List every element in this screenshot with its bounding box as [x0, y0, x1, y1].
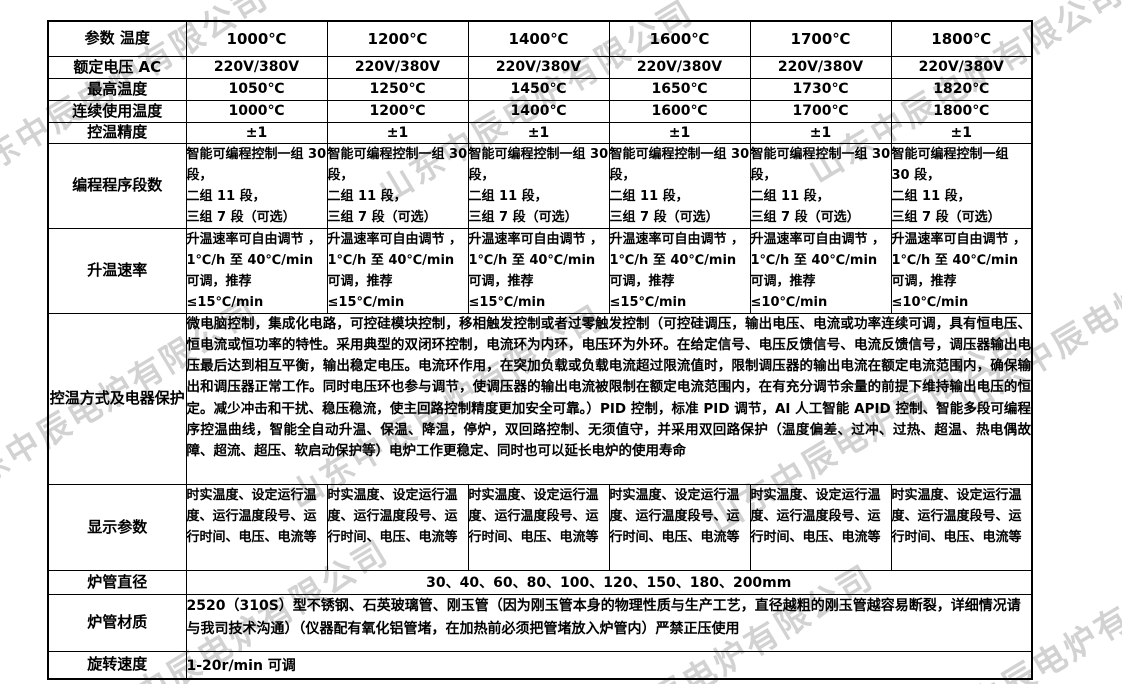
display-params-cell: 时实温度、设定运行温度、运行温度段号、运行时间、电压、电流等 — [608, 483, 751, 571]
control-protection-cell: 微电脑控制，集成化电路，可控硅模块控制，移相触发控制或者过零触发控制（可控硅调压… — [185, 312, 1033, 485]
heating-rate-cell: 升温速率可自由调节 ， 1℃/h 至 40℃/min 可调，推荐≤15℃/min — [185, 227, 328, 314]
row-label-max-temperature: 最高温度 — [47, 77, 187, 101]
heating-rate-cell: 升温速率可自由调节 ， 1℃/h 至 40℃/min 可调，推荐≤15℃/min — [326, 227, 469, 314]
voltage-cell: 220V/380V — [467, 55, 610, 79]
row-label-continuous-temperature: 连续使用温度 — [47, 99, 187, 123]
precision-cell: ±1 — [185, 121, 328, 144]
heating-rate-cell: 升温速率可自由调节 ， 1℃/h 至 40℃/min 可调，推荐≤15℃/min — [608, 227, 751, 314]
program-segments-cell: 智能可编程控制一组 30 段， 二组 11 段， 三组 7 段（可选） — [608, 142, 751, 229]
program-segments-cell: 智能可编程控制一组 30 段， 二组 11 段， 三组 7 段（可选） — [185, 142, 328, 229]
precision-cell: ±1 — [467, 121, 610, 144]
heating-rate-cell: 升温速率可自由调节 ， 1℃/h 至 40℃/min 可调，推荐≤10℃/min — [749, 227, 892, 314]
continuous-temp-cell: 1400℃ — [467, 99, 610, 123]
max-temp-cell: 1650℃ — [608, 77, 751, 101]
max-temp-cell: 1450℃ — [467, 77, 610, 101]
rotation-speed-row: 旋转速度 1-20r/min 可调 — [47, 650, 1033, 680]
display-params-cell: 时实温度、设定运行温度、运行温度段号、运行时间、电压、电流等 — [467, 483, 610, 571]
row-label-parameter-temperature: 参数 温度 — [47, 20, 187, 57]
precision-cell: ±1 — [890, 121, 1033, 144]
program-segments-row: 编程程序段数 智能可编程控制一组 30 段， 二组 11 段， 三组 7 段（可… — [47, 142, 1033, 229]
precision-cell: ±1 — [608, 121, 751, 144]
row-label-program-segments: 编程程序段数 — [47, 142, 187, 229]
temp-column-header: 1400℃ — [467, 20, 610, 57]
continuous-temp-cell: 1600℃ — [608, 99, 751, 123]
continuous-temp-cell: 1200℃ — [326, 99, 469, 123]
max-temp-cell: 1730℃ — [749, 77, 892, 101]
temp-column-header: 1600℃ — [608, 20, 751, 57]
continuous-temp-row: 连续使用温度 1000℃ 1200℃ 1400℃ 1600℃ 1700℃ 180… — [47, 99, 1033, 123]
continuous-temp-cell: 1000℃ — [185, 99, 328, 123]
row-label-display-params: 显示参数 — [47, 483, 187, 571]
program-segments-cell: 智能可编程控制一组 30 段， 二组 11 段， 三组 7 段（可选） — [749, 142, 892, 229]
heating-rate-cell: 升温速率可自由调节 ， 1℃/h 至 40℃/min 可调，推荐≤10℃/min — [890, 227, 1033, 314]
tube-diameter-cell: 30、40、60、80、100、120、150、180、200mm — [185, 569, 1033, 595]
precision-cell: ±1 — [749, 121, 892, 144]
temp-column-header: 1700℃ — [749, 20, 892, 57]
tube-material-row: 炉管材质 2520（310S）型不锈钢、石英玻璃管、刚玉管（因为刚玉管本身的物理… — [47, 593, 1033, 652]
display-params-cell: 时实温度、设定运行温度、运行温度段号、运行时间、电压、电流等 — [890, 483, 1033, 571]
program-segments-cell: 智能可编程控制一组 30 段， 二组 11 段， 三组 7 段（可选） — [890, 142, 1033, 229]
voltage-row: 额定电压 AC 220V/380V 220V/380V 220V/380V 22… — [47, 55, 1033, 79]
continuous-temp-cell: 1700℃ — [749, 99, 892, 123]
furnace-spec-table: 参数 温度 1000℃ 1200℃ 1400℃ 1600℃ 1700℃ 1800… — [47, 20, 1033, 680]
program-segments-cell: 智能可编程控制一组 30 段， 二组 11 段， 三组 7 段（可选） — [467, 142, 610, 229]
display-params-row: 显示参数 时实温度、设定运行温度、运行温度段号、运行时间、电压、电流等 时实温度… — [47, 483, 1033, 571]
rotation-speed-cell: 1-20r/min 可调 — [185, 650, 1033, 680]
voltage-cell: 220V/380V — [185, 55, 328, 79]
continuous-temp-cell: 1800℃ — [890, 99, 1033, 123]
control-protection-row: 控温方式及电器保护 微电脑控制，集成化电路，可控硅模块控制，移相触发控制或者过零… — [47, 312, 1033, 485]
max-temp-row: 最高温度 1050℃ 1250℃ 1450℃ 1650℃ 1730℃ 1820℃ — [47, 77, 1033, 101]
row-label-rotation-speed: 旋转速度 — [47, 650, 187, 680]
temp-column-header: 1200℃ — [326, 20, 469, 57]
program-segments-cell: 智能可编程控制一组 30 段， 二组 11 段， 三组 7 段（可选） — [326, 142, 469, 229]
precision-cell: ±1 — [326, 121, 469, 144]
max-temp-cell: 1820℃ — [890, 77, 1033, 101]
row-label-rated-voltage: 额定电压 AC — [47, 55, 187, 79]
row-label-heating-rate: 升温速率 — [47, 227, 187, 314]
row-label-tube-diameter: 炉管直径 — [47, 569, 187, 595]
tube-material-cell: 2520（310S）型不锈钢、石英玻璃管、刚玉管（因为刚玉管本身的物理性质与生产… — [185, 593, 1033, 652]
voltage-cell: 220V/380V — [608, 55, 751, 79]
header-row: 参数 温度 1000℃ 1200℃ 1400℃ 1600℃ 1700℃ 1800… — [47, 20, 1033, 57]
temp-column-header: 1800℃ — [890, 20, 1033, 57]
voltage-cell: 220V/380V — [749, 55, 892, 79]
row-label-temp-precision: 控温精度 — [47, 121, 187, 144]
precision-row: 控温精度 ±1 ±1 ±1 ±1 ±1 ±1 — [47, 121, 1033, 144]
voltage-cell: 220V/380V — [326, 55, 469, 79]
row-label-control-protection: 控温方式及电器保护 — [47, 312, 187, 485]
display-params-cell: 时实温度、设定运行温度、运行温度段号、运行时间、电压、电流等 — [185, 483, 328, 571]
heating-rate-row: 升温速率 升温速率可自由调节 ， 1℃/h 至 40℃/min 可调，推荐≤15… — [47, 227, 1033, 314]
row-label-tube-material: 炉管材质 — [47, 593, 187, 652]
heating-rate-cell: 升温速率可自由调节 ， 1℃/h 至 40℃/min 可调，推荐≤15℃/min — [467, 227, 610, 314]
max-temp-cell: 1050℃ — [185, 77, 328, 101]
tube-diameter-row: 炉管直径 30、40、60、80、100、120、150、180、200mm — [47, 569, 1033, 595]
max-temp-cell: 1250℃ — [326, 77, 469, 101]
display-params-cell: 时实温度、设定运行温度、运行温度段号、运行时间、电压、电流等 — [326, 483, 469, 571]
temp-column-header: 1000℃ — [185, 20, 328, 57]
display-params-cell: 时实温度、设定运行温度、运行温度段号、运行时间、电压、电流等 — [749, 483, 892, 571]
voltage-cell: 220V/380V — [890, 55, 1033, 79]
